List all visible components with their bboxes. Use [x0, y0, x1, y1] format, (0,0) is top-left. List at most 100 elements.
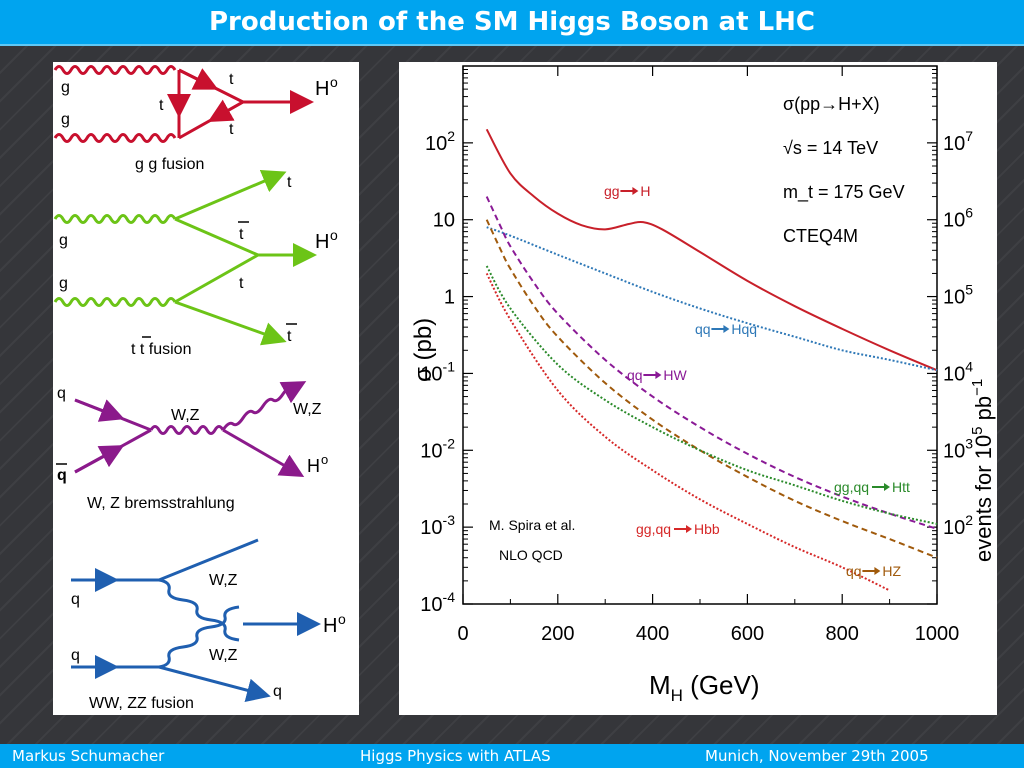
title-divider — [0, 44, 1024, 46]
w-propagator-lower — [158, 605, 240, 669]
series-label-text: gg — [604, 183, 620, 199]
y-axis-label: σ (pb) — [410, 318, 437, 382]
quark-label: q — [57, 385, 66, 402]
higgs-label-superscript: o — [338, 611, 346, 627]
series-line — [486, 226, 938, 372]
arrow-head-icon — [723, 325, 730, 333]
higgs-label: H — [307, 456, 320, 476]
series-line — [485, 265, 938, 525]
info-mt: m_t = 175 GeV — [783, 182, 905, 203]
credit-order: NLO QCD — [499, 547, 563, 563]
series-label-text: gg,qq — [636, 521, 671, 537]
y2-tick-label: 102 — [943, 512, 973, 539]
svg-text:events for 105 pb−1: events for 105 pb−1 — [969, 379, 996, 562]
x-tick-label: 400 — [636, 623, 669, 645]
series-label-tail: Htt — [892, 479, 910, 495]
y-tick-label: 102 — [425, 128, 455, 155]
higgs-label-superscript: o — [330, 227, 338, 243]
w-propagator-upper — [158, 578, 240, 642]
series-label-tail: HZ — [882, 563, 901, 579]
arrow-head-icon — [874, 567, 881, 575]
diagram-caption: WW, ZZ fusion — [89, 695, 194, 712]
antitop-label: t — [287, 328, 292, 345]
arrow-head-icon — [632, 187, 639, 195]
x-axis-label: MH (GeV) — [649, 670, 760, 705]
top-label: t — [229, 121, 234, 138]
series-label-text: qq — [846, 563, 862, 579]
y2-tick-label: 107 — [943, 128, 973, 155]
y2-tick-label: 106 — [943, 205, 973, 232]
series-labels: gg Hqq Hqq qq HW gg,qq Htt gg,qq Hbb qq HZ — [604, 183, 910, 579]
top-label: t — [287, 174, 292, 191]
series-line — [485, 272, 891, 592]
top-label: t — [229, 71, 234, 88]
diagram-caption: W, Z bremsstrahlung — [87, 495, 235, 512]
x-tick-label: 1000 — [915, 623, 960, 645]
cross-section-chart: 0 200 400 600 800 1000 102 10 1 10-1 10-2 10-3 10-4 1… — [399, 62, 997, 715]
x-tick-label: 200 — [541, 623, 574, 645]
series-label-tail: H — [640, 183, 650, 199]
wz-label: W,Z — [171, 407, 200, 424]
series-label-tail: HW — [663, 367, 687, 383]
y2-tick-label: 103 — [943, 435, 973, 462]
top-label: t — [239, 275, 244, 292]
gluon-line-bottom — [53, 133, 177, 143]
bremsstrahlung-diagram: q q W,Z W,Z H o W, Z bremsstrahlung — [56, 381, 328, 512]
y-tick-label: 10-4 — [420, 589, 455, 616]
gluon-label: g — [59, 232, 68, 249]
quark-label: q — [71, 591, 80, 608]
wz-label: W,Z — [209, 572, 238, 589]
y-tick-label: 10-3 — [420, 512, 455, 539]
quark-label: q — [273, 683, 282, 700]
footer-venue-date: Munich, November 29th 2005 — [705, 747, 929, 765]
axis-ticks: 0 200 400 600 800 1000 102 10 1 10-1 10-2 10-3 10-4 1… — [420, 66, 973, 645]
gluon-line-bottom — [53, 297, 177, 307]
series-line — [485, 128, 938, 372]
arrow-head-icon — [655, 371, 662, 379]
slide-title: Production of the SM Higgs Boson at LHC — [0, 0, 1024, 44]
series-line — [485, 196, 938, 530]
diagram-caption: t t fusion — [131, 341, 191, 358]
feynman-diagrams-panel: g g t t t H o g g fusion t t g H o g t t… — [53, 62, 359, 715]
top-label: t — [159, 97, 164, 114]
higgs-label: H — [315, 78, 329, 100]
series-label: gg,qq Hbb — [636, 521, 720, 537]
gluon-line-top — [53, 65, 177, 75]
wz-outgoing — [221, 385, 294, 431]
series-label: gg,qq Htt — [834, 479, 910, 495]
higgs-label-superscript: o — [330, 74, 338, 90]
higgs-label-superscript: o — [321, 452, 328, 467]
quark-label: q — [71, 647, 80, 664]
x-tick-label: 800 — [826, 623, 859, 645]
arrow-head-icon — [884, 483, 890, 491]
x-tick-label: 600 — [731, 623, 764, 645]
series-label-tail: Hbb — [694, 521, 720, 537]
info-pdf: CTEQ4M — [783, 226, 858, 246]
gluon-label: g — [61, 79, 70, 96]
wz-label: W,Z — [209, 647, 238, 664]
y-tick-label: 10-2 — [420, 435, 455, 462]
slide-footer: Markus Schumacher Higgs Physics with ATL… — [0, 744, 1024, 768]
series-layer — [485, 128, 938, 592]
y2-tick-label: 104 — [943, 358, 973, 385]
credit-author: M. Spira et al. — [489, 517, 575, 533]
wz-propagator — [149, 425, 225, 435]
info-process: σ(pp→H+X) — [783, 94, 880, 114]
series-label-text: qq — [695, 321, 711, 337]
gg-fusion-diagram: g g t t t H o g g fusion — [53, 65, 338, 173]
x-tick-label: 0 — [457, 623, 468, 645]
higgs-label: H — [323, 615, 337, 637]
wz-label: W,Z — [293, 401, 322, 418]
series-label: gg H — [604, 183, 651, 199]
vbf-diagram: W,Z q H o q W,Z q WW, ZZ fusion — [71, 538, 346, 712]
antitop-label: t — [239, 226, 244, 243]
higgs-label: H — [315, 231, 329, 253]
series-label: qq HW — [627, 367, 688, 383]
footer-talk-title: Higgs Physics with ATLAS — [360, 747, 551, 765]
antiquark-label: q — [57, 467, 67, 484]
series-line — [485, 219, 938, 559]
gluon-label: g — [61, 111, 70, 128]
y-tick-label: 1 — [444, 287, 455, 309]
footer-author: Markus Schumacher — [12, 747, 165, 765]
gluon-line-top — [53, 214, 177, 224]
